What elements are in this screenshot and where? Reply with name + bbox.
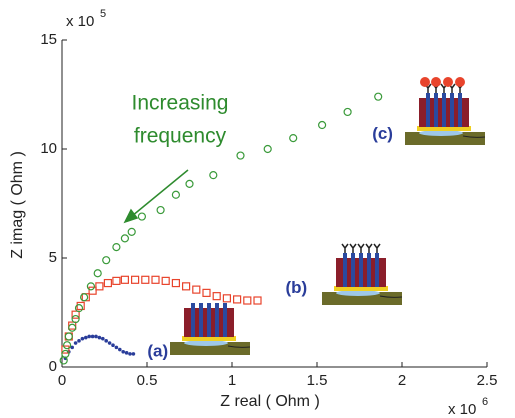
series-label: (a) (147, 341, 168, 360)
data-point (124, 351, 129, 355)
x-tick-label: 2.5 (477, 372, 498, 389)
data-point (171, 278, 180, 288)
data-point (289, 134, 298, 143)
data-point (70, 345, 74, 350)
data-point (118, 347, 122, 352)
data-point (86, 282, 96, 291)
data-point (103, 278, 113, 288)
data-point (236, 151, 245, 160)
data-point (101, 336, 105, 341)
x-tick-label: 0.5 (137, 372, 158, 389)
x-tick-label: 1 (228, 372, 236, 389)
data-point (127, 227, 136, 236)
data-point (263, 144, 272, 154)
data-point (253, 296, 262, 305)
data-point (121, 349, 125, 354)
frequency-arrow (123, 169, 189, 224)
inset-c (404, 77, 486, 146)
series-label: (c) (372, 124, 393, 143)
data-point (185, 179, 194, 188)
data-point (202, 288, 211, 297)
data-point (182, 282, 191, 291)
data-point (137, 212, 146, 221)
data-point (374, 92, 383, 101)
data-point (84, 335, 88, 340)
data-point (77, 339, 81, 343)
data-point (87, 334, 91, 339)
data-point (120, 275, 130, 284)
data-point (156, 205, 165, 215)
data-point (209, 171, 218, 180)
data-point (128, 352, 132, 356)
data-point (93, 269, 102, 278)
data-point (79, 293, 89, 302)
series-label: (b) (286, 278, 308, 297)
annotation-text: frequency (134, 125, 227, 148)
data-point (212, 292, 221, 301)
x-exponent-power: 6 (482, 396, 488, 408)
data-point (131, 352, 136, 356)
x-axis-label: Z real ( Ohm ) (220, 393, 320, 410)
data-point (74, 304, 84, 313)
data-point (64, 332, 73, 341)
x-exponent-base: x 10 (448, 401, 476, 418)
y-tick-label: 10 (40, 140, 57, 157)
y-exponent-power: 5 (100, 8, 106, 20)
data-point (120, 234, 130, 243)
data-point (76, 301, 85, 311)
data-point (141, 275, 150, 284)
data-point (243, 296, 252, 305)
data-point (107, 341, 112, 345)
data-point (61, 349, 70, 359)
y-tick-label: 5 (49, 249, 57, 266)
data-point (95, 282, 104, 291)
data-point (80, 336, 85, 341)
data-point (68, 323, 77, 332)
y-tick-label: 0 (49, 358, 57, 375)
data-point (68, 321, 77, 330)
data-point (97, 335, 102, 340)
data-point (112, 276, 121, 285)
data-point (151, 275, 160, 284)
data-point (112, 243, 121, 252)
data-point (161, 276, 170, 285)
data-point (104, 339, 108, 343)
data-point (192, 285, 201, 294)
data-point (94, 334, 98, 339)
data-point (61, 345, 70, 354)
data-point (62, 341, 72, 350)
data-point (131, 275, 140, 284)
data-point (111, 343, 115, 348)
data-point (88, 286, 97, 295)
x-tick-label: 1.5 (307, 372, 328, 389)
data-point (343, 107, 352, 117)
data-point (71, 314, 80, 324)
x-tick-label: 2 (398, 372, 406, 389)
data-point (222, 294, 231, 303)
y-exponent-base: x 10 (66, 13, 94, 30)
annotation-text: Increasing (132, 92, 229, 115)
data-point (171, 190, 180, 199)
data-point (73, 341, 78, 345)
data-point (114, 345, 119, 350)
data-point (233, 295, 242, 304)
y-tick-label: 15 (40, 31, 57, 48)
inset-b (321, 243, 403, 306)
inset-a (169, 302, 251, 356)
data-point (90, 334, 95, 339)
data-point (71, 310, 80, 319)
y-axis-label: Z imag ( Ohm ) (9, 151, 26, 259)
data-point (318, 120, 327, 130)
x-tick-label: 0 (58, 372, 66, 389)
data-point (102, 256, 111, 265)
